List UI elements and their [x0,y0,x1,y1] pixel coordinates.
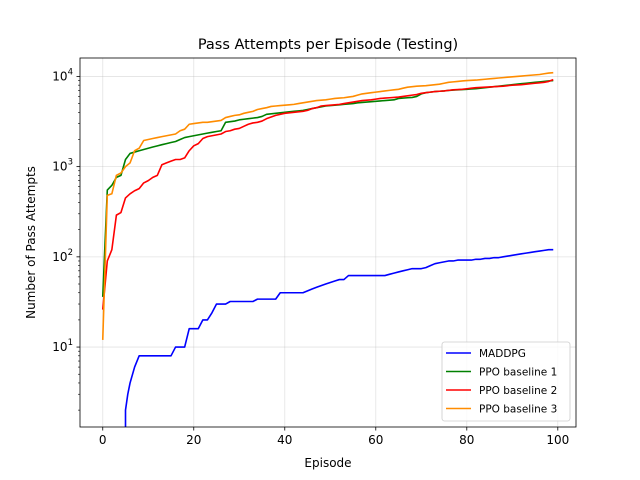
legend-label-2: PPO baseline 2 [479,385,557,397]
legend-box [441,341,571,422]
y-axis-ticks: 101 102 103 104 [52,67,80,411]
plot-frame [79,57,577,428]
series-line-2 [101,78,554,310]
x-axis-label: Episode [304,456,351,470]
x-tick-label: 40 [277,433,292,447]
plot-series [101,71,554,427]
y-tick-label: 102 [52,248,73,264]
series-line-0 [124,248,554,427]
legend-label-0: MADDPG [479,348,526,360]
y-tick-label: 104 [52,67,73,83]
y-tick-label: 103 [52,158,73,174]
x-tick-label: 0 [99,433,107,447]
y-axis-label: Number of Pass Attempts [24,166,38,319]
legend: MADDPG PPO baseline 1 PPO baseline 2 PPO ba… [441,341,571,422]
x-tick-label: 100 [546,433,569,447]
x-tick-label: 80 [459,433,474,447]
x-tick-label: 20 [186,433,201,447]
chart-title: Pass Attempts per Episode (Testing) [198,37,458,53]
legend-label-3: PPO baseline 3 [479,404,557,416]
series-line-3 [101,71,554,340]
legend-label-1: PPO baseline 1 [479,367,557,379]
x-tick-label: 60 [368,433,383,447]
x-axis-ticks: 0 20 40 60 80 100 [99,427,569,447]
y-tick-label: 101 [52,338,73,354]
